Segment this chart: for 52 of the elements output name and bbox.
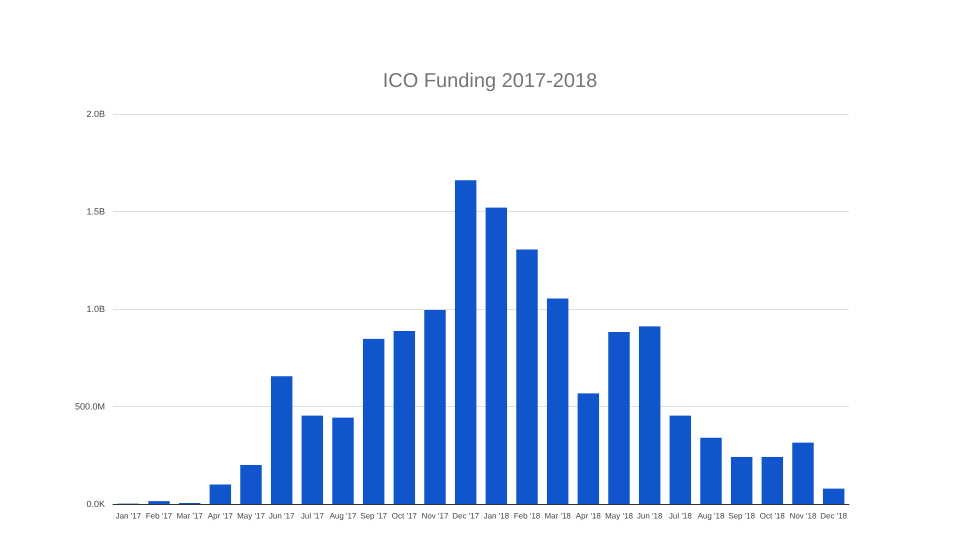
bar (270, 376, 292, 504)
x-tick-label: Apr '17 (208, 512, 234, 520)
x-tick-label: May '18 (605, 512, 634, 520)
x-tick-label: Oct '18 (760, 512, 786, 520)
x-tick-label: Apr '18 (576, 512, 602, 520)
bar (332, 418, 354, 504)
x-tick-label: Jun '18 (636, 512, 663, 520)
y-tick-label: 0.0K (86, 499, 105, 509)
x-tick-label: Jan '17 (116, 512, 142, 520)
x-tick-label: Oct '17 (392, 512, 418, 520)
x-tick-label: Nov '17 (422, 512, 449, 520)
chart-title: ICO Funding 2017-2018 (382, 70, 598, 92)
y-tick-label: 1.5B (86, 206, 105, 216)
bar (762, 457, 784, 504)
bar (700, 438, 722, 504)
bar (792, 442, 814, 504)
bar (148, 501, 170, 504)
y-tick-label: 500.0M (74, 402, 105, 412)
x-tick-label: Dec '17 (452, 512, 480, 520)
x-tick-label: Mar '18 (544, 512, 572, 520)
x-tick-label: Nov '18 (790, 512, 817, 520)
x-tick-label: Jul '18 (668, 512, 692, 520)
bar (546, 298, 568, 504)
x-tick-label: Jun '17 (268, 512, 295, 520)
bar (670, 416, 692, 504)
x-tick-label: Aug '18 (698, 512, 725, 520)
bar (638, 326, 660, 504)
x-tick-label: May '17 (237, 512, 266, 520)
x-tick-label: Sep '18 (728, 512, 756, 520)
bar (240, 465, 262, 504)
bar (210, 484, 232, 504)
y-tick-label: 2.0B (86, 109, 105, 119)
bar (578, 393, 600, 504)
bar (486, 208, 508, 504)
bar (454, 180, 476, 504)
x-tick-label: Jul '17 (300, 512, 324, 520)
x-tick-label: Feb '17 (146, 512, 173, 520)
bar (394, 331, 416, 504)
bar (608, 332, 630, 504)
x-tick-label: Jan '18 (484, 512, 510, 520)
bar (424, 310, 446, 504)
x-tick-label: Feb '18 (514, 512, 541, 520)
y-tick-label: 1.0B (86, 304, 105, 314)
x-tick-label: Sep '17 (360, 512, 388, 520)
bar (822, 488, 844, 504)
x-tick-label: Aug '17 (330, 512, 357, 520)
x-tick-label: Dec '18 (820, 512, 848, 520)
bar (730, 457, 752, 504)
bar (516, 250, 538, 504)
x-tick-label: Mar '17 (176, 512, 204, 520)
bar (362, 338, 384, 504)
bar (302, 416, 324, 504)
